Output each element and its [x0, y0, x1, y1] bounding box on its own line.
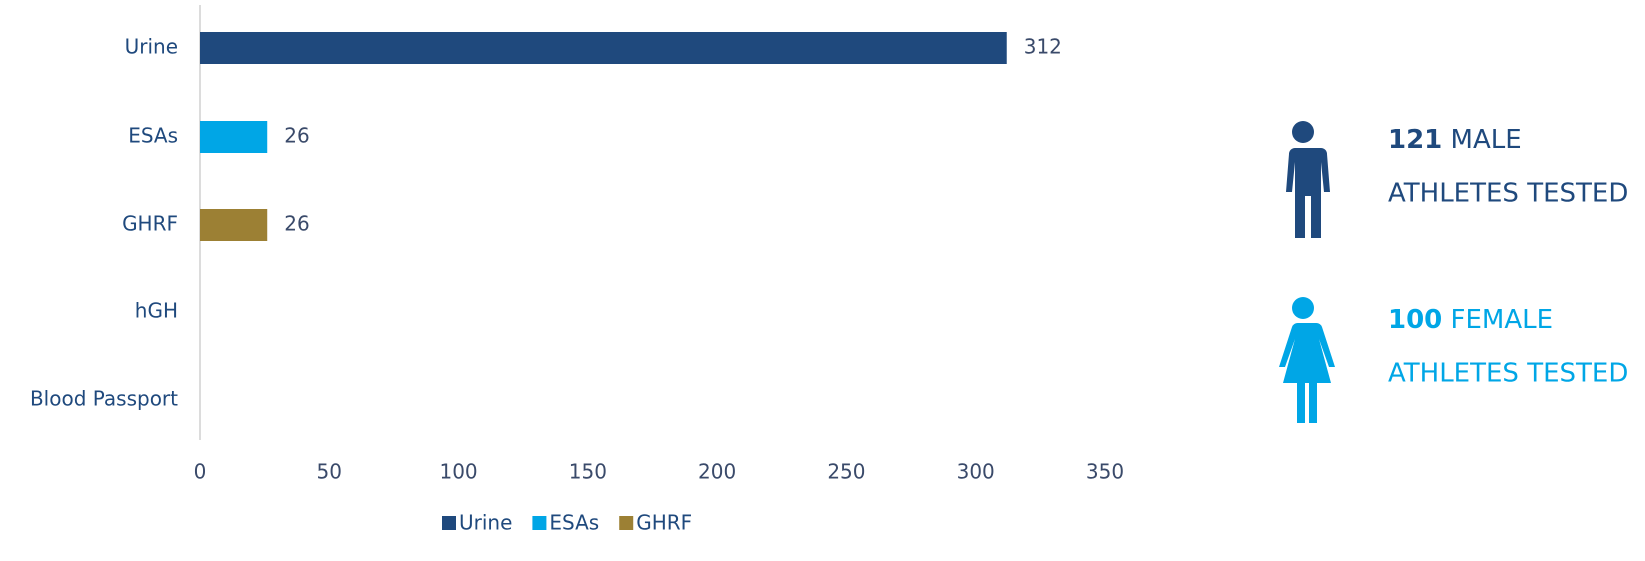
stat-line: 121 MALE	[1388, 125, 1522, 155]
stat-sublabel: ATHLETES TESTED	[1388, 359, 1628, 389]
x-tick-label: 200	[698, 460, 736, 484]
legend-swatch	[532, 516, 547, 530]
x-tick-label: 100	[439, 460, 477, 484]
x-tick-label: 150	[569, 460, 607, 484]
bar	[200, 209, 268, 241]
stat-number: 121	[1388, 125, 1442, 155]
x-tick-label: 350	[1086, 460, 1124, 484]
y-tick-label: GHRF	[122, 212, 178, 236]
x-tick-label: 300	[957, 460, 995, 484]
y-tick-label: ESAs	[128, 124, 178, 148]
bar	[200, 121, 268, 153]
x-tick-label: 50	[317, 460, 342, 484]
female-icon	[1279, 297, 1335, 423]
male-icon	[1285, 121, 1330, 238]
legend-label: Urine	[459, 511, 512, 535]
data-label: 312	[1024, 35, 1062, 59]
x-tick-label: 250	[827, 460, 865, 484]
y-tick-label: hGH	[135, 299, 178, 323]
legend-swatch	[442, 516, 456, 530]
data-label: 26	[284, 124, 309, 148]
data-label: 26	[284, 212, 309, 236]
y-tick-label: Blood Passport	[30, 387, 178, 411]
legend-swatch	[619, 516, 634, 530]
x-tick-label: 0	[194, 460, 207, 484]
bar	[200, 32, 1007, 64]
stat-line: 100 FEMALE	[1388, 305, 1553, 335]
stat-label: MALE	[1451, 125, 1522, 155]
stat-label: FEMALE	[1451, 305, 1554, 335]
legend-label: GHRF	[636, 511, 692, 535]
legend-label: ESAs	[549, 511, 599, 535]
stat-number: 100	[1388, 305, 1442, 335]
stat-sublabel: ATHLETES TESTED	[1388, 179, 1628, 209]
y-tick-label: Urine	[125, 35, 178, 59]
